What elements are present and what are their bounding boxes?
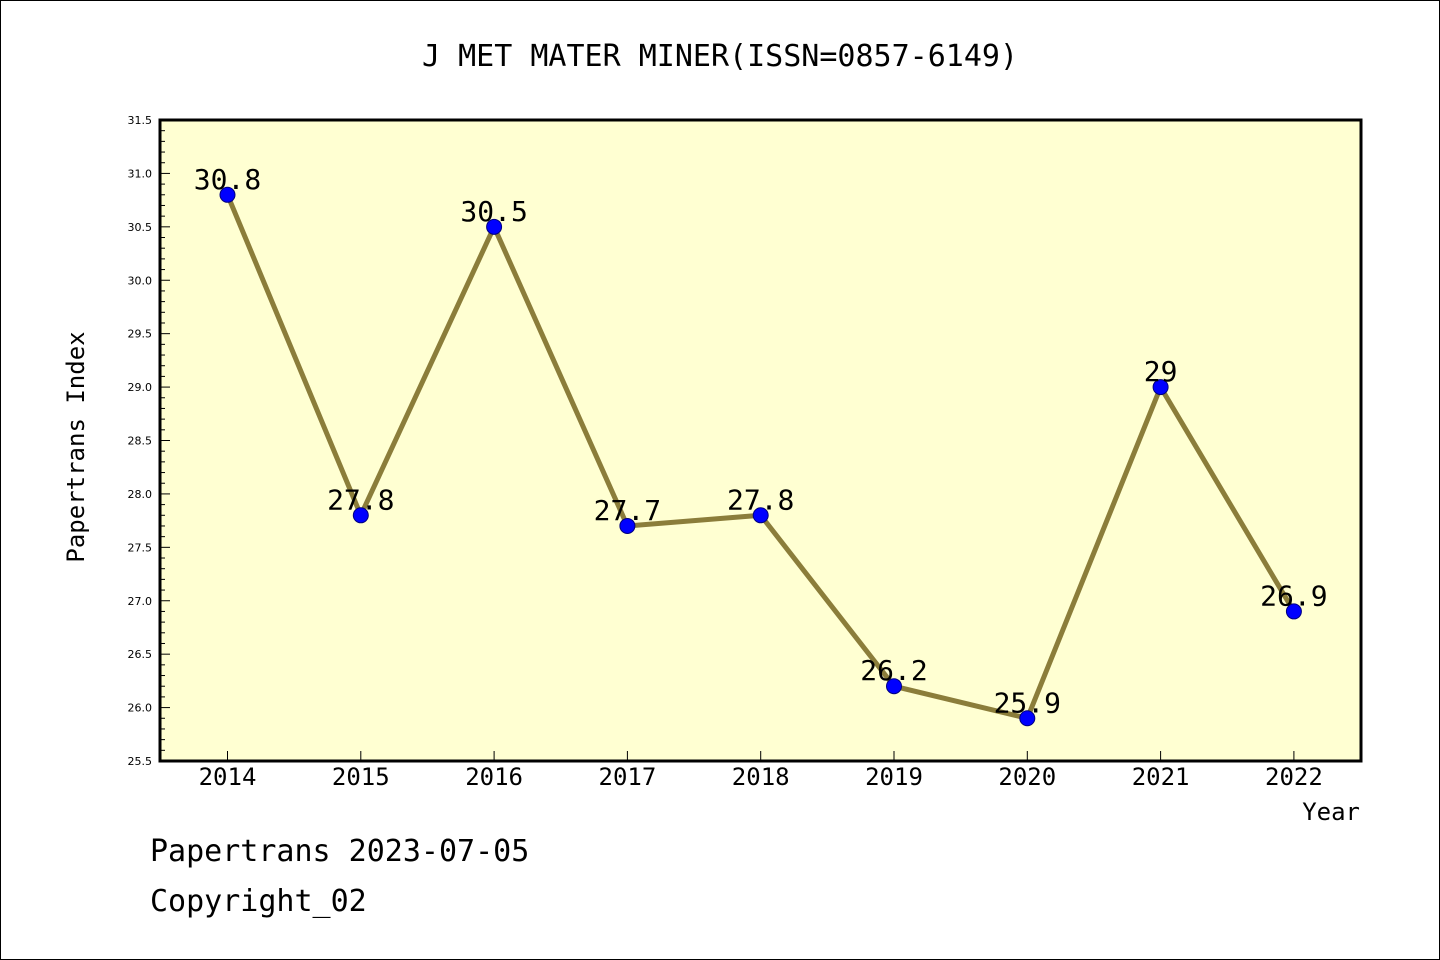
y-tick-label: 26.0 (128, 702, 153, 715)
y-tick-label: 28.0 (128, 488, 153, 501)
data-point (1285, 603, 1302, 620)
data-point (486, 218, 503, 235)
footer-copyright: Copyright_02 (150, 884, 367, 919)
footer-date: Papertrans 2023-07-05 (150, 834, 530, 869)
data-point (1019, 710, 1036, 727)
x-tick-label: 2014 (199, 763, 257, 791)
data-point (886, 678, 902, 695)
y-tick-label: 26.5 (128, 648, 153, 661)
x-tick-label: 2015 (332, 763, 390, 791)
data-label: 26.9 (1260, 579, 1327, 612)
data-label: 27.8 (727, 483, 794, 516)
series: 30.8 27.8 30.5 27.7 27.8 26.2 25.9 29 26.9 (194, 163, 1328, 727)
data-point (1152, 379, 1169, 396)
data-point (619, 517, 636, 534)
x-tick-label: 2020 (998, 763, 1056, 791)
data-point (219, 186, 236, 203)
data-label: 30.5 (460, 195, 527, 228)
x-tick-label: 2021 (1132, 763, 1190, 791)
x-tick-label: 2018 (732, 763, 790, 791)
y-tick-label: 29.5 (128, 328, 153, 341)
y-tick-label: 30.0 (128, 274, 153, 287)
x-tick-label: 2022 (1265, 763, 1323, 791)
data-label: 26.2 (860, 654, 927, 687)
y-tick-label: 25.5 (128, 755, 153, 768)
x-tick-label: 2017 (599, 763, 657, 791)
chart-title: J MET MATER MINER(ISSN=0857-6149) (422, 39, 1018, 74)
x-tick-label: 2019 (865, 763, 923, 791)
data-label: 27.8 (327, 483, 394, 516)
data-label: 25.9 (994, 686, 1061, 719)
plot-area (160, 120, 1361, 761)
y-tick-label: 31.0 (128, 167, 153, 180)
y-tick-label: 31.5 (128, 114, 153, 127)
y-tick-label: 27.0 (128, 595, 153, 608)
y-tick-label: 28.5 (128, 435, 153, 448)
data-label: 27.7 (594, 494, 661, 527)
x-tick-label: 2016 (465, 763, 523, 791)
data-point (752, 507, 769, 524)
data-point (352, 507, 369, 524)
x-axis-label: Year (1302, 798, 1360, 826)
plot-border (158, 118, 1363, 763)
x-axis: 2014 2015 2016 2017 2018 2019 2020 2021 2022 (199, 751, 1323, 791)
y-axis-label: Papertrans Index (62, 331, 90, 562)
y-tick-label: 30.5 (128, 221, 153, 234)
y-tick-label: 27.5 (128, 541, 153, 554)
data-label: 29 (1144, 355, 1178, 388)
data-label: 30.8 (194, 163, 261, 196)
y-tick-label: 29.0 (128, 381, 153, 394)
